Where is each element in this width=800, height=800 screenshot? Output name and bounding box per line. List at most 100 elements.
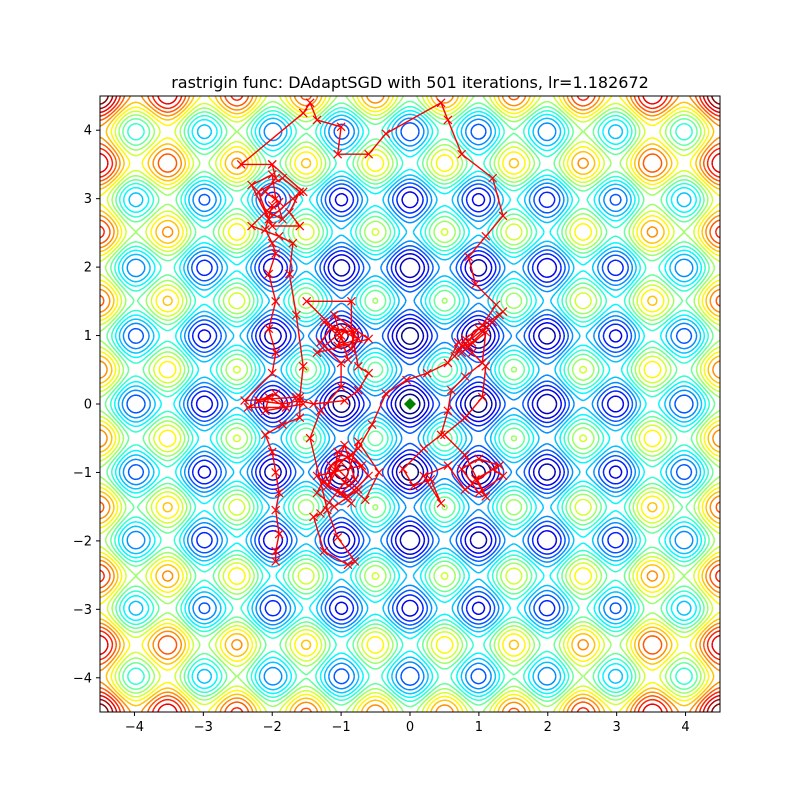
path-point xyxy=(264,324,274,334)
path-point xyxy=(329,310,339,320)
path-point xyxy=(495,310,504,320)
path-point xyxy=(367,420,377,429)
path-point xyxy=(336,457,346,467)
path-point xyxy=(291,392,301,402)
path-point xyxy=(340,440,349,450)
path-point xyxy=(488,464,498,474)
path-point xyxy=(298,187,308,197)
x-tick-label: −1 xyxy=(332,720,351,735)
path-point xyxy=(453,337,463,347)
path-point xyxy=(353,361,363,371)
path-point xyxy=(302,296,312,306)
path-point xyxy=(443,358,453,368)
path-point xyxy=(446,385,456,395)
path-point xyxy=(309,399,318,409)
path-point xyxy=(260,430,270,440)
path-point xyxy=(498,211,508,221)
path-point xyxy=(267,238,277,248)
path-line xyxy=(239,101,505,566)
path-point xyxy=(343,560,353,570)
path-point xyxy=(312,471,322,481)
y-tick-label: 2 xyxy=(84,261,92,276)
path-point xyxy=(278,214,287,224)
contour-level-6 xyxy=(121,117,699,691)
contour-level-17 xyxy=(100,96,720,712)
path-point xyxy=(360,495,370,505)
contour-level-10 xyxy=(104,100,716,708)
path-point xyxy=(312,115,322,125)
path-point xyxy=(474,454,484,464)
path-point xyxy=(316,509,325,518)
path-point xyxy=(464,341,473,351)
path-point xyxy=(460,413,470,423)
path-point xyxy=(347,498,356,508)
path-point xyxy=(481,491,491,501)
path-point xyxy=(471,279,480,289)
path-point xyxy=(347,450,356,460)
global-minimum xyxy=(404,398,416,410)
path-point xyxy=(481,361,491,371)
path-point xyxy=(298,108,308,118)
path-point xyxy=(295,187,305,197)
path-point xyxy=(450,351,460,361)
path-point xyxy=(260,187,270,197)
path-point xyxy=(264,392,274,402)
path-point xyxy=(267,368,277,378)
path-point xyxy=(488,317,498,327)
contour-level-8 xyxy=(113,109,707,699)
path-point xyxy=(495,461,504,471)
path-point xyxy=(457,348,467,358)
path-point xyxy=(267,160,277,169)
path-point xyxy=(260,225,270,234)
path-point xyxy=(460,485,470,494)
path-point xyxy=(422,368,432,378)
contour-level-7 xyxy=(117,113,703,695)
path-point xyxy=(288,194,298,204)
y-tick-label: 4 xyxy=(84,124,92,139)
path-point xyxy=(374,468,384,477)
path-point xyxy=(477,392,487,402)
path-point xyxy=(436,430,446,440)
path-point xyxy=(464,252,473,262)
path-point xyxy=(419,471,429,481)
path-point xyxy=(491,300,501,310)
path-point xyxy=(443,406,453,416)
path-point xyxy=(419,444,429,453)
path-point xyxy=(329,502,339,512)
path-point xyxy=(340,396,349,406)
path-point xyxy=(364,334,374,344)
path-point xyxy=(364,471,374,481)
optimizer-path xyxy=(236,98,508,570)
path-point xyxy=(309,512,318,522)
x-tick-label: 0 xyxy=(406,720,414,735)
contour-level-4 xyxy=(190,186,630,622)
path-point xyxy=(319,546,329,556)
path-point xyxy=(381,389,391,399)
path-point xyxy=(271,389,281,399)
path-point xyxy=(333,447,343,457)
path-point xyxy=(322,481,332,491)
path-point xyxy=(271,194,281,204)
path-point xyxy=(281,402,291,412)
path-point xyxy=(409,481,418,491)
path-point xyxy=(329,468,339,477)
path-point xyxy=(333,341,343,351)
path-point xyxy=(312,348,322,358)
path-point xyxy=(474,324,484,334)
path-point xyxy=(343,355,353,364)
path-point xyxy=(398,464,408,474)
contour-level-18 xyxy=(100,96,720,712)
path-point xyxy=(474,488,484,498)
path-point xyxy=(481,231,491,241)
contour-level-9 xyxy=(109,105,711,703)
contour-level-11 xyxy=(100,96,720,712)
path-point xyxy=(271,505,281,515)
path-point xyxy=(350,474,360,484)
path-point xyxy=(460,372,470,382)
path-point xyxy=(267,447,277,457)
path-point xyxy=(271,546,281,556)
contour-level-13 xyxy=(100,96,720,712)
path-point xyxy=(236,160,246,169)
path-point xyxy=(436,498,446,508)
path-point xyxy=(254,396,263,406)
